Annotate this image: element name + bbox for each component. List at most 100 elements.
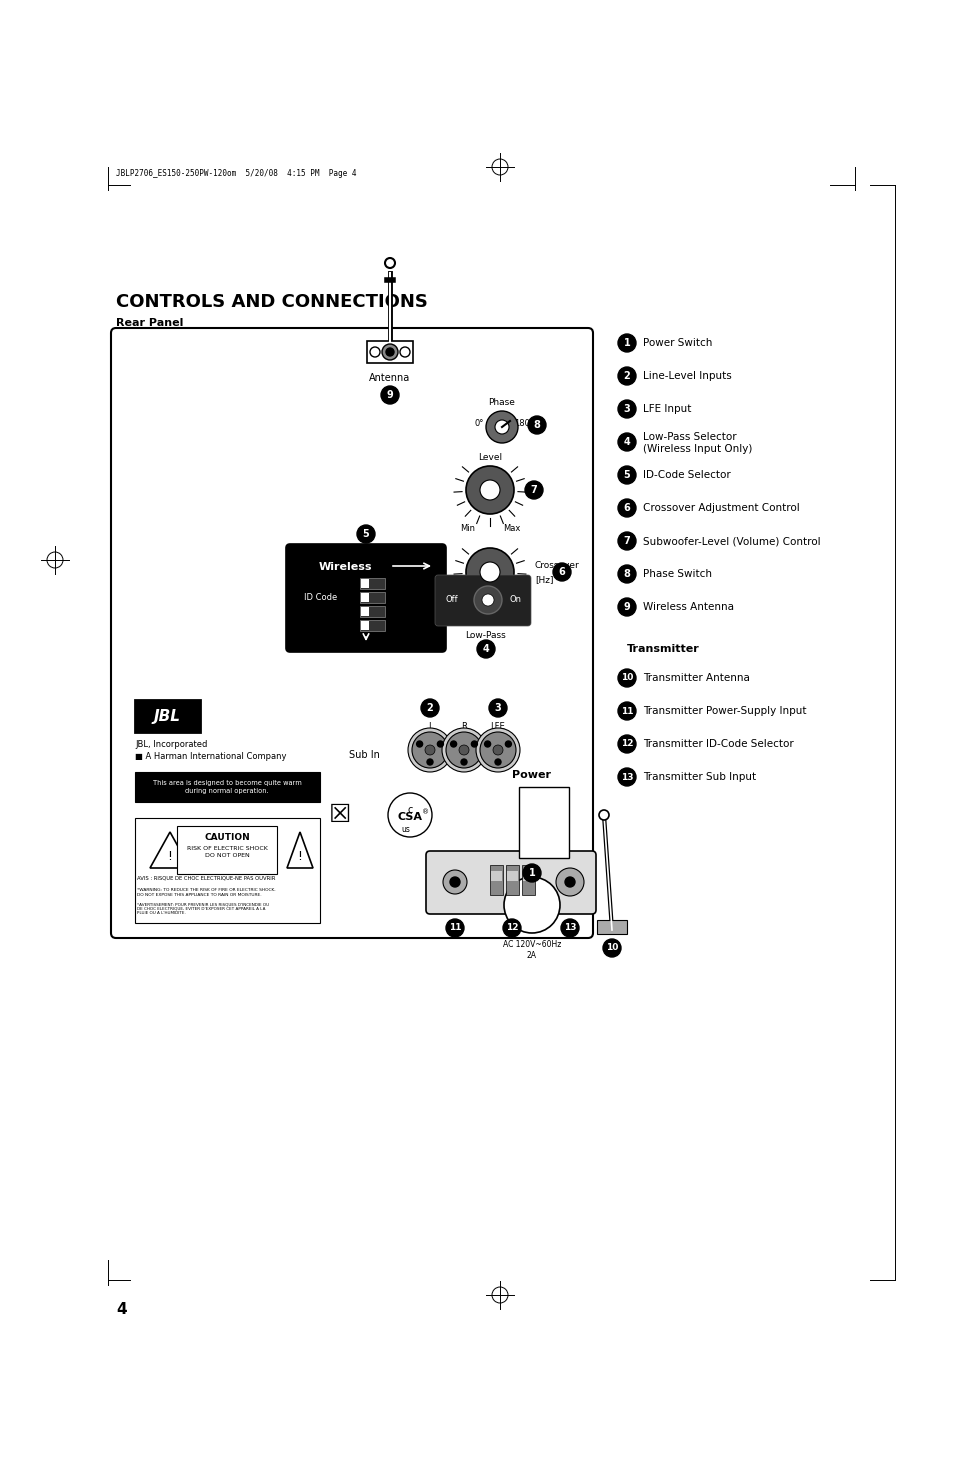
Text: Min: Min	[460, 524, 475, 532]
Circle shape	[476, 729, 519, 771]
Bar	[360, 621, 369, 630]
Text: 4: 4	[623, 437, 630, 447]
Circle shape	[450, 878, 459, 886]
Text: R: R	[460, 721, 466, 732]
Text: *WARNING: TO REDUCE THE RISK OF FIRE OR ELECTRIC SHOCK,
DO NOT EXPOSE THIS APPLI: *WARNING: TO REDUCE THE RISK OF FIRE OR …	[137, 888, 275, 897]
Text: Crossover: Crossover	[535, 562, 579, 571]
Bar	[359, 620, 385, 631]
Text: 4: 4	[116, 1302, 127, 1317]
Text: 10: 10	[605, 944, 618, 953]
Text: 5: 5	[623, 471, 630, 479]
Circle shape	[446, 732, 481, 768]
FancyBboxPatch shape	[135, 819, 319, 923]
Text: *AVERTISSEMENT: POUR PREVENIR LES RISQUES D'INCENDIE OU
DE CHOC ELECTRIQUE, EVIT: *AVERTISSEMENT: POUR PREVENIR LES RISQUE…	[137, 903, 269, 914]
Text: Max: Max	[503, 524, 520, 532]
Text: 1: 1	[528, 867, 535, 878]
Circle shape	[489, 699, 506, 717]
Circle shape	[370, 347, 379, 357]
Circle shape	[450, 740, 456, 746]
Text: CONTROLS AND CONNECTIONS: CONTROLS AND CONNECTIONS	[116, 294, 428, 311]
Text: 2: 2	[426, 704, 433, 712]
Circle shape	[474, 586, 501, 614]
Text: 12: 12	[505, 923, 517, 932]
Circle shape	[618, 532, 636, 550]
Bar	[506, 872, 517, 881]
Text: Low-Pass Selector: Low-Pass Selector	[642, 432, 736, 442]
Circle shape	[602, 940, 620, 957]
Circle shape	[618, 565, 636, 583]
Circle shape	[524, 481, 542, 499]
Circle shape	[458, 745, 469, 755]
Text: 12: 12	[620, 739, 633, 748]
Text: LFE: LFE	[490, 721, 505, 732]
Text: !: !	[168, 850, 172, 863]
Circle shape	[479, 562, 499, 583]
Circle shape	[598, 810, 608, 820]
Text: CAUTION: CAUTION	[204, 833, 250, 842]
Circle shape	[471, 740, 476, 746]
Circle shape	[436, 740, 443, 746]
FancyBboxPatch shape	[426, 851, 596, 914]
Text: 7: 7	[530, 485, 537, 496]
Text: Rear Panel: Rear Panel	[116, 319, 183, 327]
FancyBboxPatch shape	[135, 701, 200, 732]
Circle shape	[479, 479, 499, 500]
Text: Antenna: Antenna	[369, 373, 410, 384]
Text: 11: 11	[620, 707, 633, 715]
Text: Phase: Phase	[488, 398, 515, 407]
Circle shape	[442, 870, 467, 894]
Text: 3: 3	[623, 404, 630, 414]
Circle shape	[495, 420, 509, 434]
Text: (Wireless Input Only): (Wireless Input Only)	[642, 444, 752, 454]
Text: 5: 5	[362, 530, 369, 538]
Circle shape	[479, 732, 516, 768]
Circle shape	[412, 732, 448, 768]
Circle shape	[564, 878, 575, 886]
Text: ■ A Harman International Company: ■ A Harman International Company	[135, 752, 286, 761]
Text: Off: Off	[446, 596, 458, 605]
Circle shape	[503, 878, 559, 934]
Circle shape	[381, 344, 397, 360]
Circle shape	[408, 729, 452, 771]
Text: On: On	[510, 596, 521, 605]
Text: ®: ®	[421, 808, 429, 816]
Text: Transmitter: Transmitter	[626, 645, 699, 653]
Circle shape	[618, 400, 636, 417]
Text: L: L	[427, 721, 432, 732]
Text: AVIS : RISQUE DE CHOC ELECTRIQUE-NE PAS OUVRIR: AVIS : RISQUE DE CHOC ELECTRIQUE-NE PAS …	[137, 876, 275, 881]
Text: 11: 11	[448, 923, 460, 932]
Circle shape	[385, 258, 395, 268]
Text: JBL: JBL	[153, 708, 180, 724]
Text: JBLP2706_ES150-250PW-120om  5/20/08  4:15 PM  Page 4: JBLP2706_ES150-250PW-120om 5/20/08 4:15 …	[116, 168, 356, 177]
Text: Low-Pass: Low-Pass	[465, 631, 506, 640]
Circle shape	[618, 597, 636, 617]
Circle shape	[399, 347, 410, 357]
Circle shape	[495, 760, 500, 766]
Bar	[360, 580, 369, 589]
Text: 13: 13	[563, 923, 576, 932]
Text: 60: 60	[464, 606, 475, 615]
Text: 8: 8	[623, 569, 630, 580]
Bar	[359, 606, 385, 617]
Bar	[359, 591, 385, 603]
Circle shape	[485, 412, 517, 442]
Circle shape	[416, 740, 422, 746]
Circle shape	[460, 760, 467, 766]
Text: ☒: ☒	[329, 802, 351, 827]
Text: Transmitter Power-Supply Input: Transmitter Power-Supply Input	[642, 707, 805, 715]
Text: Line-Level Inputs: Line-Level Inputs	[642, 372, 731, 381]
Text: Phase Switch: Phase Switch	[642, 569, 711, 580]
Text: AC 120V~60Hz
2A: AC 120V~60Hz 2A	[502, 940, 560, 960]
Bar	[359, 578, 385, 589]
Text: !: !	[297, 850, 302, 863]
FancyBboxPatch shape	[518, 788, 568, 858]
Circle shape	[386, 348, 394, 355]
Text: On: On	[545, 792, 558, 801]
Text: Crossover Adjustment Control: Crossover Adjustment Control	[642, 503, 799, 513]
Text: Transmitter ID-Code Selector: Transmitter ID-Code Selector	[642, 739, 793, 749]
Circle shape	[527, 416, 545, 434]
Circle shape	[441, 729, 485, 771]
Text: 10: 10	[620, 674, 633, 683]
Text: 9: 9	[623, 602, 630, 612]
Text: RISK OF ELECTRIC SHOCK
DO NOT OPEN: RISK OF ELECTRIC SHOCK DO NOT OPEN	[187, 847, 267, 857]
